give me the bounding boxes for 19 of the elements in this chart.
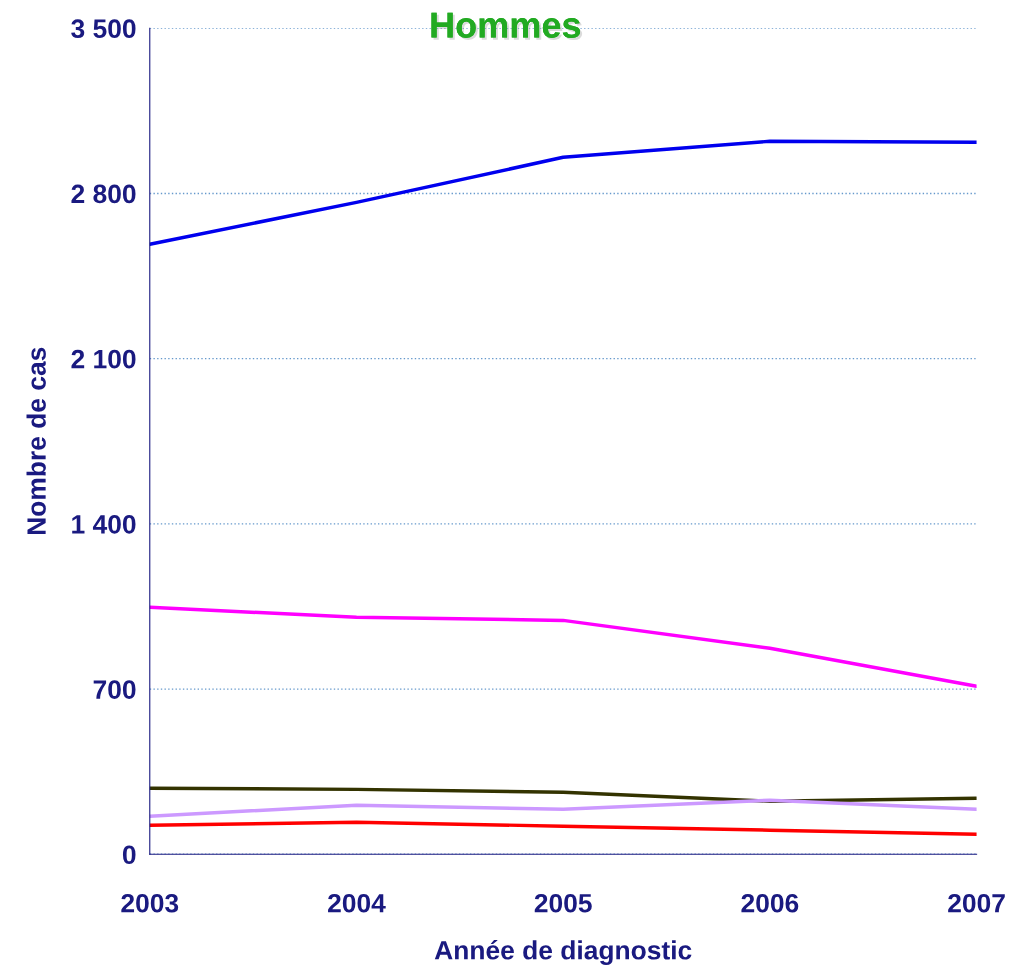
- x-tick-label: 2007: [948, 893, 1005, 913]
- y-axis-title: Nombre de cas: [26, 347, 46, 535]
- x-tick-label: 2003: [121, 893, 179, 913]
- y-tick-label: 1 400: [72, 515, 136, 534]
- x-axis-title: Année de diagnostic: [434, 940, 692, 965]
- y-tick-label: 2 800: [71, 184, 136, 204]
- chart-title: Hommes: [431, 12, 583, 40]
- y-tick-label: 3 500: [71, 19, 136, 39]
- y-tick-label: 0: [122, 845, 136, 865]
- line-series: [149, 786, 977, 803]
- y-tick-label: 2 100: [71, 349, 136, 369]
- x-tick-label: 2006: [741, 893, 799, 913]
- line-series: [149, 820, 977, 836]
- line-series: [149, 139, 977, 246]
- y-tick-label: 700: [93, 680, 136, 699]
- line-series: [149, 798, 977, 819]
- x-tick-label: 2005: [534, 893, 592, 913]
- line-series: [149, 605, 977, 688]
- x-tick-label: 2004: [328, 893, 386, 913]
